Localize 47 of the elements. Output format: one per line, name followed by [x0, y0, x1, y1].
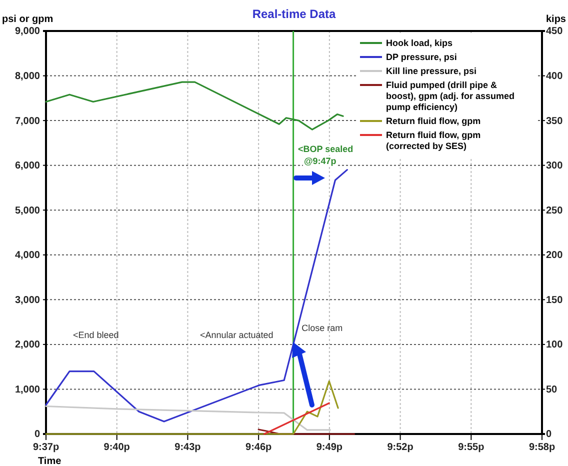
y-tick-label: 6,000	[14, 160, 40, 172]
line-series	[45, 169, 348, 422]
x-tick-label: 9:40p	[104, 442, 130, 454]
y2-tick-label: 150	[546, 294, 564, 306]
x-tick-label: 9:49p	[316, 442, 342, 454]
chart-title: Real-time Data	[252, 7, 336, 21]
x-tick-label: 9:37p	[32, 442, 60, 454]
y2-tick-label: 50	[546, 384, 558, 396]
annotation: <BOP sealed	[298, 144, 354, 154]
y2-tick-label: 350	[546, 116, 564, 127]
y2-tick-label: 400	[546, 70, 564, 82]
y2-tick-label: 100	[546, 340, 564, 351]
legend-label: Return fluid flow, gpm	[386, 116, 481, 126]
y2-tick-label: 200	[546, 250, 564, 262]
legend-label: Kill line pressure, psi	[386, 66, 477, 76]
legend-label: Hook load, kips	[386, 38, 453, 48]
y-tick-label: 4,000	[14, 250, 40, 262]
y-tick-label: 9,000	[14, 26, 40, 38]
line-series	[45, 81, 344, 130]
y2-axis-title: kips	[546, 14, 566, 25]
x-tick-label: 9:43p	[174, 442, 201, 454]
legend-label: DP pressure, psi	[386, 52, 457, 62]
y2-tick-label: 250	[546, 205, 564, 216]
line-series	[45, 380, 339, 435]
y-tick-label: 5,000	[14, 205, 40, 216]
x-tick-label: 9:46p	[246, 442, 272, 454]
x-tick-label: 9:55p	[458, 442, 484, 454]
y-axis-title: psi or gpm	[2, 14, 54, 25]
y-tick-label: 0	[34, 429, 40, 440]
y-tick-label: 3,000	[14, 294, 40, 306]
x-axis-title: Time	[38, 456, 62, 466]
legend-label: Fluid pumped (drill pipe & boost), gpm (adj. for assumed pump efficiency)	[386, 80, 515, 112]
legend-label: Return fluid flow, gpm (corrected by SES)	[386, 130, 481, 151]
x-tick-label: 9:52p	[387, 442, 414, 454]
y2-tick-label: 450	[546, 26, 564, 38]
y-tick-label: 2,000	[14, 340, 40, 351]
y-tick-label: 8,000	[14, 70, 40, 82]
annotation: <End bleed	[73, 330, 119, 340]
annotation: @9:47p	[304, 156, 337, 166]
annotation: Close ram	[302, 323, 343, 334]
y2-tick-label: 0	[546, 429, 552, 440]
y-tick-label: 7,000	[14, 116, 40, 127]
y2-tick-label: 300	[546, 160, 564, 172]
line-series	[45, 405, 331, 431]
annotation: <Annular actuated	[200, 330, 274, 340]
x-tick-label: 9:58p	[528, 442, 556, 454]
y-tick-label: 1,000	[14, 384, 40, 396]
